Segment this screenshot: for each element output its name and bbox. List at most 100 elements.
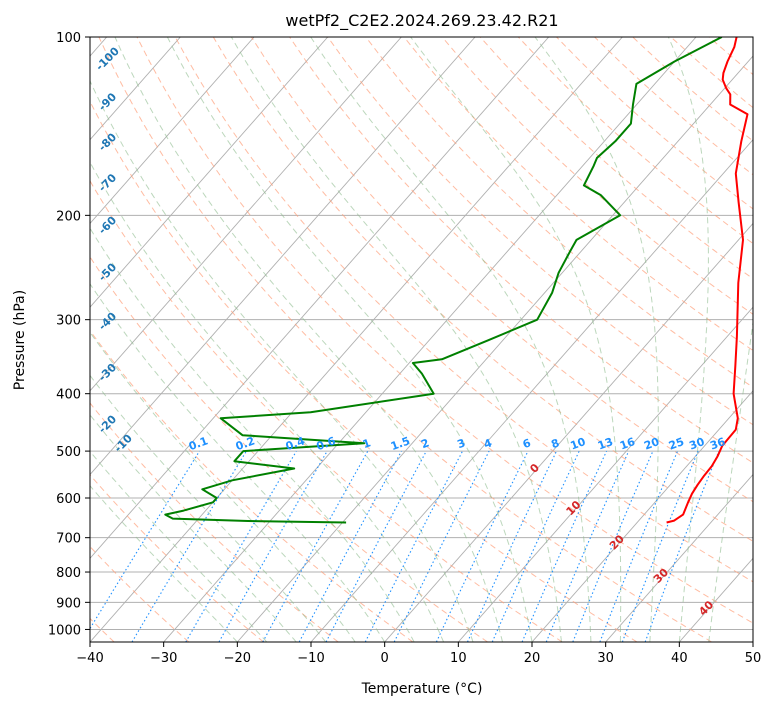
mixing-ratio-label: 10 — [569, 435, 588, 453]
moist-adiabat-line — [114, 37, 503, 642]
moist-adiabat-line — [310, 37, 592, 642]
mixing-ratio-line — [298, 450, 402, 642]
dry-adiabat-line — [90, 329, 414, 642]
mixing-ratio-label: 0.4 — [284, 434, 307, 453]
x-tick-label: 10 — [450, 651, 467, 666]
mixing-ratio-label: 1.5 — [389, 434, 412, 453]
x-tick-label: 20 — [524, 651, 541, 666]
isotherm-line — [90, 37, 476, 476]
dry-adiabat-line — [90, 179, 563, 642]
mixing-ratio-label: 1 — [361, 436, 373, 451]
moist-adiabat-line — [410, 37, 622, 642]
plot-frame — [89, 36, 754, 643]
y-tick-label: 300 — [56, 314, 81, 329]
mixing-ratio-line — [364, 450, 463, 642]
isotherm-line — [90, 37, 255, 225]
moist-adiabat-line — [90, 331, 356, 642]
dry-adiabat-line — [90, 256, 488, 642]
dry-adiabat-line — [212, 37, 753, 542]
x-tick-label: −20 — [224, 651, 251, 666]
mixing-ratio-line — [521, 450, 608, 642]
mixing-ratio-line — [572, 450, 654, 642]
chart-title: wetPf2_C2E2.2024.269.23.42.R21 — [285, 11, 558, 31]
mixing-ratio-label: 36 — [708, 435, 727, 453]
mixing-ratio-label: 2 — [419, 436, 431, 451]
dry-adiabat-line — [98, 37, 712, 642]
dry-adiabat-line — [90, 545, 190, 642]
mixing-ratio-line — [393, 450, 490, 642]
x-tick-label: 40 — [671, 651, 688, 666]
x-tick-label: −30 — [150, 651, 177, 666]
moist-adiabat-line — [667, 37, 709, 642]
isotherm-line — [531, 390, 753, 642]
isotherm-line — [605, 473, 753, 642]
dry-adiabat-line — [250, 37, 753, 503]
mixing-ratio-label: 25 — [667, 435, 686, 452]
moist-adiabat-line — [90, 414, 297, 642]
isotherm-line — [90, 37, 550, 559]
isotherm-line — [90, 37, 181, 141]
isotherm-line — [90, 37, 402, 392]
mixing-ratio-label: 30 — [687, 435, 706, 453]
moist-adiabat-line — [90, 484, 238, 642]
mixing-ratio-label: 16 — [618, 435, 637, 453]
moist-adiabat-line — [166, 37, 533, 642]
mixing-ratio-label: 0.1 — [187, 434, 210, 453]
isotherm-line — [384, 222, 753, 642]
temperature-profile-line — [666, 37, 749, 524]
y-tick-label: 600 — [56, 492, 81, 507]
y-axis-ticks: 100 200 300 400 500 600 700 800 900 1000 — [48, 31, 90, 638]
dry-adiabat-line — [289, 37, 753, 464]
dewpoint-profile-line — [164, 37, 723, 524]
profile-layer — [164, 37, 749, 524]
dry-adiabat-line — [90, 100, 638, 642]
x-tick-label: 30 — [597, 651, 614, 666]
y-tick-label: 500 — [56, 445, 81, 460]
isotherm-line — [236, 55, 753, 642]
y-tick-label: 1000 — [48, 623, 81, 638]
mixing-ratio-label: 6 — [521, 436, 533, 451]
x-tick-label: 0 — [381, 651, 389, 666]
x-tick-label: −10 — [297, 651, 324, 666]
mixing-ratio-label: 0.6 — [315, 434, 338, 453]
y-tick-label: 800 — [56, 566, 81, 581]
x-tick-label: 50 — [745, 651, 762, 666]
mixing-ratio-line — [218, 450, 328, 642]
moist-adiabat-line — [90, 450, 268, 642]
moist-adiabat-line — [90, 161, 445, 642]
background-lines — [90, 37, 753, 642]
moist-adiabat-line — [534, 37, 659, 642]
y-tick-label: 400 — [56, 388, 81, 403]
mixing-ratio-label: 3 — [455, 436, 467, 451]
y-tick-label: 900 — [56, 596, 81, 611]
moist-adiabat-line — [230, 37, 562, 642]
dry-adiabat-line — [174, 37, 753, 583]
mixing-ratio-line — [599, 450, 679, 642]
x-axis-ticks: −40 −30 −20 −10 0 10 20 30 40 50 — [76, 642, 761, 666]
moist-adiabat-line — [90, 79, 474, 642]
mixing-ratio-label: 13 — [596, 435, 615, 452]
mixing-ratio-label: 8 — [549, 436, 561, 451]
y-tick-label: 100 — [56, 31, 81, 46]
moist-adiabat-line — [90, 374, 327, 642]
dry-adiabat-line — [90, 474, 264, 642]
isotherm-line — [163, 37, 697, 642]
mixing-ratio-line — [90, 450, 200, 630]
moist-adiabat-line — [708, 318, 753, 642]
mixing-ratio-line — [621, 450, 699, 642]
dry-adiabat-line — [136, 37, 753, 624]
mixing-ratio-line — [545, 450, 630, 642]
y-axis-label: Pressure (hPa) — [12, 290, 28, 390]
mixing-ratio-line — [262, 450, 369, 642]
mixing-ratio-line — [644, 450, 720, 642]
isotherm-line — [90, 37, 329, 308]
y-tick-label: 700 — [56, 532, 81, 547]
x-axis-label: Temperature (°C) — [361, 681, 483, 697]
dry-adiabat-line — [90, 402, 339, 642]
mixing-ratio-label: 4 — [482, 436, 494, 451]
moist-adiabat-line — [90, 282, 386, 642]
mixing-ratio-label: 20 — [642, 435, 661, 453]
mixing-ratio-label: 0.2 — [234, 434, 257, 453]
